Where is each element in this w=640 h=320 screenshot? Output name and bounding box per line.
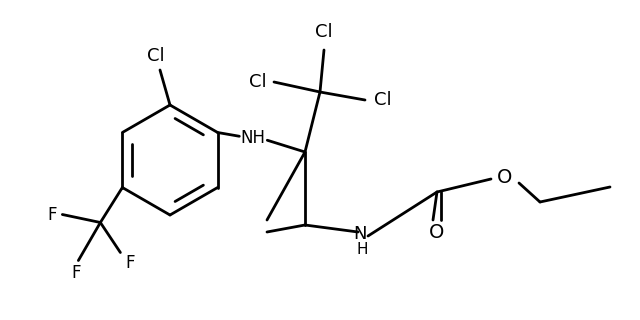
Text: N: N: [353, 225, 367, 243]
Text: Cl: Cl: [249, 73, 267, 91]
Text: F: F: [125, 253, 135, 271]
Text: F: F: [47, 205, 57, 223]
Text: Cl: Cl: [374, 91, 392, 109]
Text: F: F: [72, 263, 81, 282]
Text: O: O: [497, 167, 513, 187]
Text: NH: NH: [241, 129, 266, 147]
Text: Cl: Cl: [315, 23, 333, 41]
Text: H: H: [356, 242, 368, 257]
Text: Cl: Cl: [147, 47, 165, 65]
Text: O: O: [429, 222, 445, 242]
